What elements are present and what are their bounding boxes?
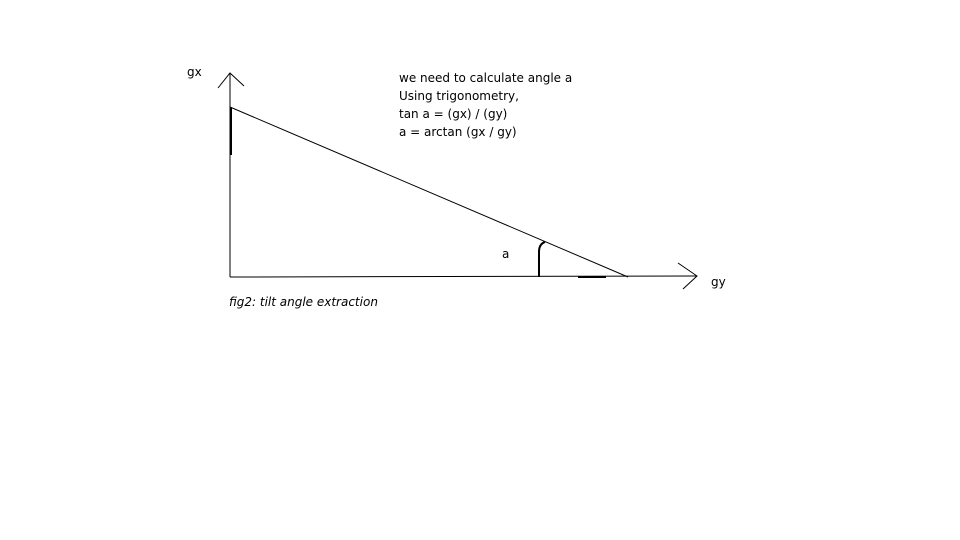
- angle-label: a: [502, 247, 510, 261]
- note-line: a = arctan (gx / gy): [399, 125, 517, 139]
- axis-label-gy: gy: [711, 275, 726, 289]
- figure-caption: fig2: tilt angle extraction: [229, 295, 378, 309]
- axis-label-gx: gx: [187, 65, 202, 79]
- explanation-notes: we need to calculate angle a Using trigo…: [399, 69, 572, 141]
- note-line: Using trigonometry,: [399, 89, 519, 103]
- angle-arc: [538, 241, 546, 277]
- note-line: tan a = (gx) / (gy): [399, 107, 508, 121]
- vertical-axis-arrowhead: [217, 72, 245, 89]
- note-line: we need to calculate angle a: [399, 71, 573, 85]
- hypotenuse-line: [229, 106, 629, 278]
- horizontal-axis-arrowhead: [677, 262, 698, 290]
- horizontal-axis: [229, 275, 698, 278]
